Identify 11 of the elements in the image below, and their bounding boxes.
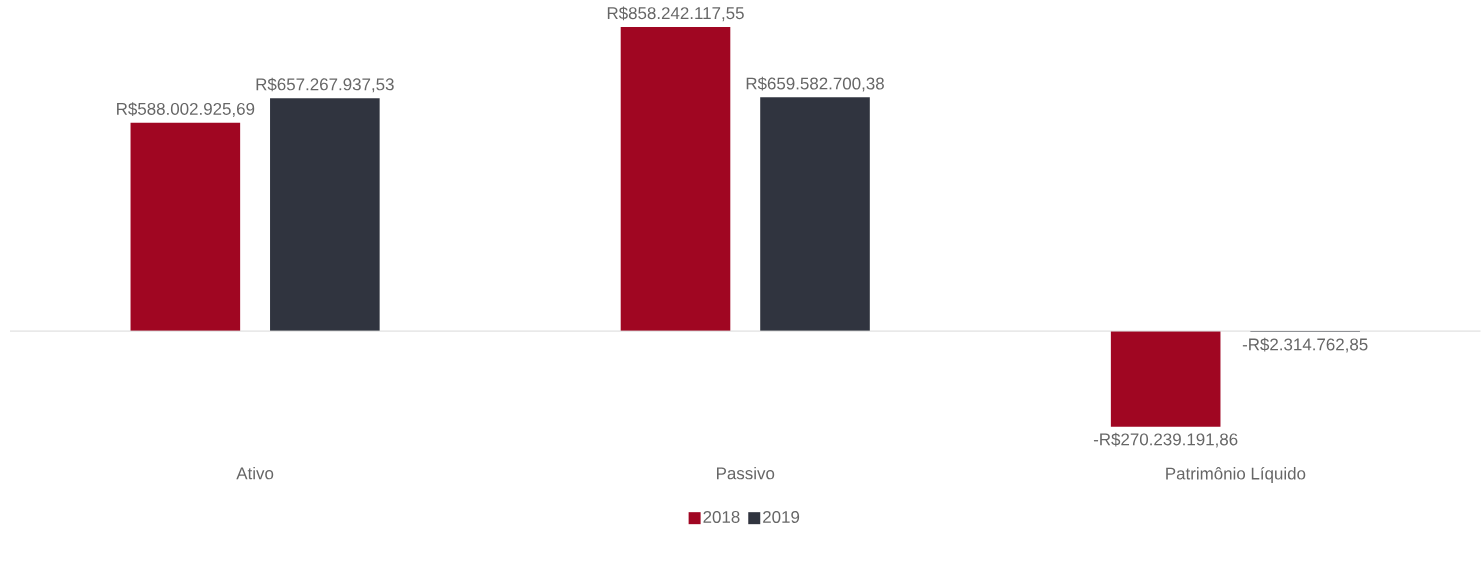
data-label: R$588.002.925,69 <box>117 102 255 117</box>
legend-label: 2018 <box>703 511 740 524</box>
x-tick-label: Ativo <box>236 467 274 480</box>
x-tick-label: Patrimônio Líquido <box>1166 467 1306 484</box>
data-label: -R$2.314.762,85 <box>1242 337 1368 353</box>
data-label: R$858.242.117,55 <box>607 6 744 22</box>
data-label: R$657.267.937,53 <box>256 77 394 93</box>
x-tick-label: Passivo <box>717 467 775 480</box>
legend-label: 2019 <box>763 511 800 524</box>
data-label: R$659.582.700,38 <box>746 76 884 92</box>
data-label: -R$270.239.191,86 <box>1093 432 1238 448</box>
